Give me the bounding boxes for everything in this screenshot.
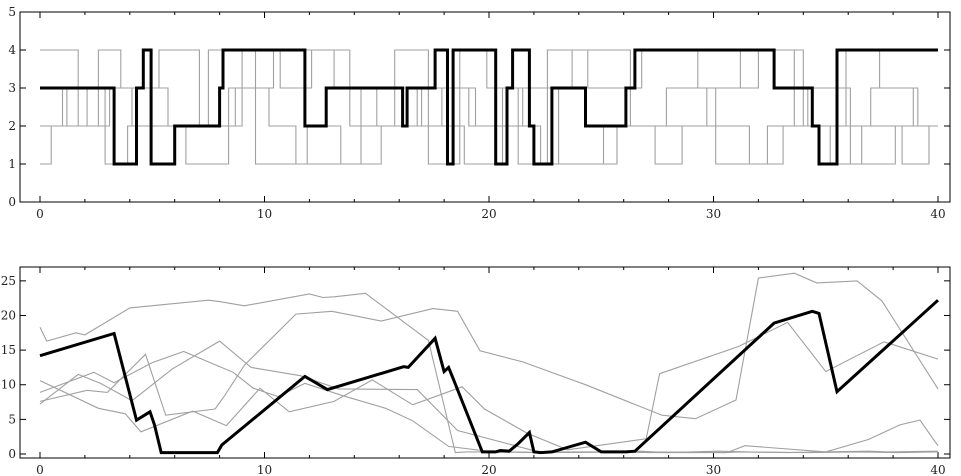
bottom-line-chart: 0 10 20 30 40 0 5 10 15 20 25 [1,266,951,476]
background-series-line [39,340,939,454]
background-series-line [40,49,938,127]
x-tick-label: 20 [481,463,496,476]
background-series-line [39,350,939,454]
highlight-series-line [40,48,938,166]
x-tick-label: 30 [706,207,721,221]
y-tick-label: 5 [8,5,16,19]
x-tick-label: 0 [36,463,44,476]
y-tick-label: 20 [1,308,16,322]
y-tick-label: 4 [8,43,16,57]
x-tick-label: 0 [36,207,44,221]
y-tick-label: 1 [8,157,16,171]
y-tick-label: 3 [8,81,16,95]
plot-frame [19,11,951,203]
y-tick-label: 10 [1,378,16,392]
background-series-line [39,272,939,420]
background-series-line [40,49,938,165]
background-series-line [39,321,939,451]
y-tick-label: 2 [8,119,16,133]
y-tick-label: 25 [1,274,16,288]
x-tick-label: 10 [257,207,272,221]
highlight-series-line [39,299,940,455]
y-tick-label: 15 [1,343,16,357]
x-tick-label: 20 [481,207,496,221]
x-tick-label: 30 [706,463,721,476]
x-tick-label: 40 [930,207,945,221]
y-tick-label: 0 [8,447,16,461]
y-tick-label: 5 [8,412,16,426]
plot-frame [19,266,951,459]
top-step-chart: 0 10 20 30 40 0 1 2 3 4 5 [8,5,951,221]
x-tick-label: 10 [257,463,272,476]
y-tick-label: 0 [8,195,16,209]
background-series-line [39,292,938,454]
x-tick-label: 40 [930,463,945,476]
